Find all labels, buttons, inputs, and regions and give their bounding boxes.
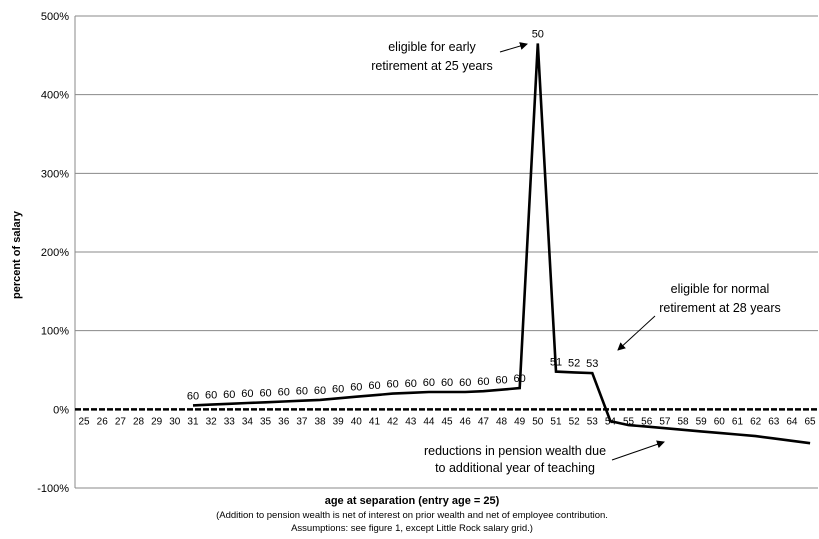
x-tick-label: 36 bbox=[278, 416, 290, 427]
x-tick-label: 65 bbox=[805, 416, 817, 427]
x-tick-label: 25 bbox=[79, 416, 91, 427]
x-tick-label: 62 bbox=[750, 416, 762, 427]
y-tick-label: 200% bbox=[41, 247, 69, 259]
point-label: 50 bbox=[532, 29, 544, 41]
point-label: 60 bbox=[278, 386, 290, 398]
x-tick-label: 58 bbox=[677, 416, 689, 427]
y-tick-label: 0% bbox=[53, 404, 69, 416]
point-label: 60 bbox=[368, 380, 380, 392]
x-axis-title: age at separation (entry age = 25) bbox=[325, 495, 500, 507]
point-label: 53 bbox=[586, 358, 598, 370]
x-tick-label: 60 bbox=[714, 416, 726, 427]
x-tick-label: 39 bbox=[333, 416, 345, 427]
y-tick-label: 100% bbox=[41, 326, 69, 338]
annotation-text: retirement at 25 years bbox=[371, 59, 493, 73]
x-tick-label: 27 bbox=[115, 416, 127, 427]
annotation-text: eligible for normal bbox=[671, 282, 770, 296]
x-tick-label: 46 bbox=[460, 416, 472, 427]
x-tick-label: 42 bbox=[387, 416, 399, 427]
grid bbox=[75, 15, 818, 489]
x-tick-label: 59 bbox=[696, 416, 708, 427]
y-tick-label: 400% bbox=[41, 90, 69, 102]
y-tick-label: 300% bbox=[41, 168, 69, 180]
y-axis-title: percent of salary bbox=[11, 210, 23, 299]
x-tick-label: 32 bbox=[206, 416, 218, 427]
point-label: 60 bbox=[205, 390, 217, 402]
point-label: 60 bbox=[495, 375, 507, 387]
x-tick-label: 43 bbox=[405, 416, 417, 427]
x-tick-label: 63 bbox=[768, 416, 780, 427]
x-tick-label: 64 bbox=[786, 416, 798, 427]
series bbox=[192, 43, 811, 445]
x-tick-label: 57 bbox=[659, 416, 671, 427]
point-label: 60 bbox=[187, 390, 199, 402]
annotation-arrow bbox=[499, 42, 528, 53]
x-tick-label: 41 bbox=[369, 416, 381, 427]
point-label: 60 bbox=[387, 379, 399, 391]
x-tick-label: 37 bbox=[296, 416, 308, 427]
x-tick-label: 28 bbox=[133, 416, 145, 427]
x-tick-label: 44 bbox=[423, 416, 435, 427]
x-tick-label: 33 bbox=[224, 416, 236, 427]
annotation-text: eligible for early bbox=[388, 40, 476, 54]
annotation-text: reductions in pension wealth due bbox=[424, 444, 606, 458]
point-label: 60 bbox=[514, 373, 526, 385]
annotation-arrow bbox=[617, 315, 656, 351]
x-tick-label: 30 bbox=[169, 416, 181, 427]
x-tick-label: 47 bbox=[478, 416, 490, 427]
x-tick-label: 52 bbox=[569, 416, 581, 427]
x-tick-label: 48 bbox=[496, 416, 508, 427]
x-tick-label: 40 bbox=[351, 416, 363, 427]
point-label: 52 bbox=[568, 357, 580, 369]
point-label: 60 bbox=[350, 382, 362, 394]
data-labels: 60 60 60 60 60 60 60 60 60 60 60 60 60 60 60 60 60 60 60 50… bbox=[187, 29, 599, 403]
x-tick-label: 35 bbox=[260, 416, 272, 427]
x-tick-label: 26 bbox=[97, 416, 109, 427]
point-label: 60 bbox=[332, 383, 344, 395]
axes: -100% 0% 100% 200% 300% 400% 500% 25 26 27 28 29 30 3… bbox=[37, 11, 818, 495]
annotations: eligible for early retirement at 25 years… bbox=[371, 40, 781, 475]
y-tick-label: 500% bbox=[41, 11, 69, 23]
point-label: 60 bbox=[259, 387, 271, 399]
point-label: 51 bbox=[550, 357, 562, 369]
x-tick-label: 50 bbox=[532, 416, 544, 427]
x-tick-label: 56 bbox=[641, 416, 653, 427]
x-tick-label: 55 bbox=[623, 416, 635, 427]
point-label: 60 bbox=[423, 377, 435, 389]
annotation-text: retirement at 28 years bbox=[659, 301, 781, 315]
y-tick-label: -100% bbox=[37, 483, 69, 495]
x-tick-label: 51 bbox=[550, 416, 562, 427]
x-tick-label: 34 bbox=[242, 416, 254, 427]
annotation-text: to additional year of teaching bbox=[435, 461, 595, 475]
point-label: 60 bbox=[477, 376, 489, 388]
annotation-arrow bbox=[611, 440, 665, 461]
x-tick-label: 29 bbox=[151, 416, 163, 427]
x-tick-label: 53 bbox=[587, 416, 599, 427]
point-label: 60 bbox=[296, 386, 308, 398]
note-line-1: (Addition to pension wealth is net of in… bbox=[216, 510, 608, 521]
point-label: 60 bbox=[223, 389, 235, 401]
x-tick-label: 49 bbox=[514, 416, 526, 427]
x-tick-label: 45 bbox=[442, 416, 454, 427]
x-tick-label: 31 bbox=[187, 416, 199, 427]
x-tick-label: 38 bbox=[314, 416, 326, 427]
point-label: 60 bbox=[405, 378, 417, 390]
x-tick-label: 61 bbox=[732, 416, 744, 427]
point-label: 60 bbox=[459, 377, 471, 389]
note-line-2: Assumptions: see figure 1, except Little… bbox=[291, 523, 533, 534]
point-label: 60 bbox=[314, 385, 326, 397]
series-line bbox=[192, 43, 811, 445]
point-label: 60 bbox=[441, 377, 453, 389]
point-label: 60 bbox=[241, 388, 253, 400]
